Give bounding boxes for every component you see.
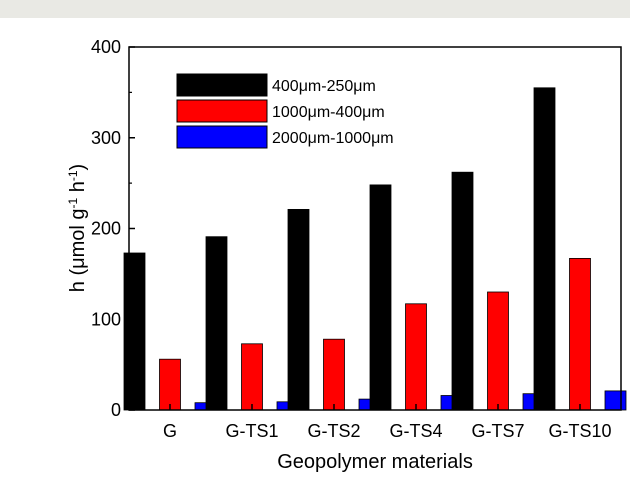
x-tick-label: G-TS10 xyxy=(548,421,611,441)
bar-g-ts10-series-1 xyxy=(533,87,556,411)
x-axis-title: Geopolymer materials xyxy=(277,451,473,473)
bar-g-ts1-series-2 xyxy=(241,343,263,411)
legend-label-series-2: 1000μm-400μm xyxy=(272,104,385,121)
legend-swatch-series-3 xyxy=(176,125,268,149)
bars-group xyxy=(123,87,627,411)
x-tick-label: G xyxy=(163,421,177,441)
bar-g-series-2 xyxy=(159,358,181,411)
bar-g-ts10-series-2 xyxy=(569,257,591,411)
x-tick-label: G-TS2 xyxy=(307,421,360,441)
y-label-part-1: h (μmol g xyxy=(67,208,89,292)
bar-g-ts4-series-1 xyxy=(369,184,392,411)
y-axis-title: h (μmol g-1 h-1) xyxy=(66,164,89,292)
y-tick-label: 100 xyxy=(91,309,121,329)
legend-label-series-3: 2000μm-1000μm xyxy=(272,130,394,147)
bar-g-ts10-series-3 xyxy=(604,390,627,411)
x-tick-label: G-TS4 xyxy=(389,421,442,441)
bar-g-ts1-series-1 xyxy=(205,236,228,411)
legend: 400μm-250μm 1000μm-400μm 2000μm-1000μm xyxy=(176,73,394,149)
legend-swatch-series-2 xyxy=(176,99,268,123)
top-band xyxy=(0,0,630,18)
bar-g-ts4-series-2 xyxy=(405,303,427,411)
y-label-part-2: h xyxy=(67,181,89,198)
y-label-sup-1: -1 xyxy=(66,197,80,208)
bar-g-ts2-series-2 xyxy=(323,338,345,411)
bar-g-series-1 xyxy=(123,252,146,411)
legend-swatch-series-1 xyxy=(176,73,268,97)
bar-g-ts7-series-1 xyxy=(451,171,474,411)
y-tick-label: 400 xyxy=(91,37,121,57)
x-tick-label: G-TS1 xyxy=(225,421,278,441)
y-tick-label: 200 xyxy=(91,219,121,239)
y-label-sup-2: -1 xyxy=(66,170,80,181)
bar-g-ts2-series-1 xyxy=(287,208,310,411)
legend-label-series-1: 400μm-250μm xyxy=(272,78,376,95)
x-tick-label: G-TS7 xyxy=(471,421,524,441)
y-tick-label: 300 xyxy=(91,128,121,148)
axis-ticks: 0 100 200 300 400 G G-TS1 G-TS2 G-TS4 G-TS7 G-TS10 xyxy=(91,37,612,441)
bar-g-ts7-series-2 xyxy=(487,291,509,411)
y-label-part-3: ) xyxy=(67,164,89,171)
y-tick-label: 0 xyxy=(111,400,121,420)
